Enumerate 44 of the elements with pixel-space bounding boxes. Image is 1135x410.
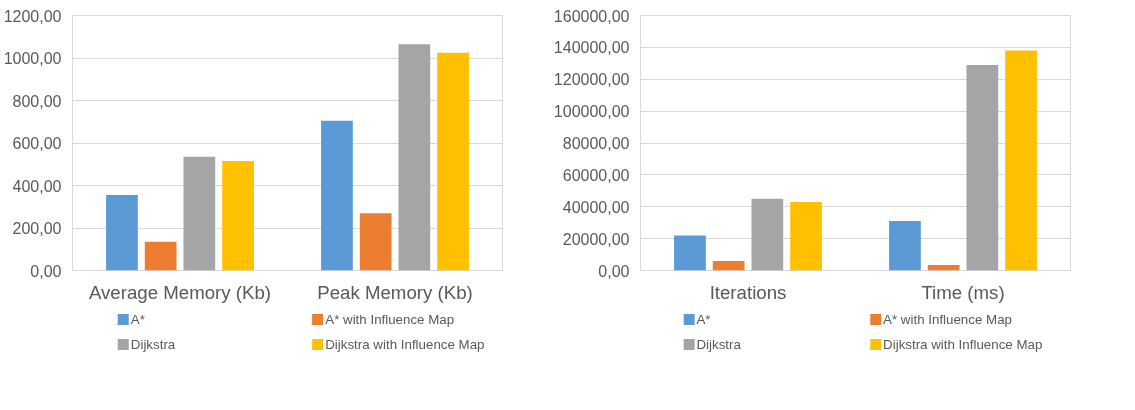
y-tick-label: 140000,00 xyxy=(553,39,630,57)
legend-label: A* xyxy=(696,312,711,327)
y-tick-label: 0,00 xyxy=(598,262,630,280)
x-tick-label: Average Memory (Kb) xyxy=(88,281,272,303)
x-tick-label: Time (ms) xyxy=(921,281,1005,303)
y-tick-label: 600,00 xyxy=(12,135,62,152)
bar xyxy=(144,241,177,271)
y-tick-label: 120000,00 xyxy=(553,71,630,89)
bar xyxy=(359,213,392,271)
bar xyxy=(437,52,469,271)
legend-label: Dijkstra with Influence Map xyxy=(883,337,1043,352)
bar xyxy=(889,221,921,271)
legend-label: A* with Influence Map xyxy=(325,312,455,327)
y-tick-label: 60000,00 xyxy=(562,166,630,184)
y-tick-label: 1200,00 xyxy=(3,7,62,25)
x-tick-label: Peak Memory (Kb) xyxy=(317,281,473,303)
legend-label: Dijkstra with Influence Map xyxy=(325,337,485,352)
y-tick-label: 100000,00 xyxy=(553,103,630,121)
y-tick-label: 800,00 xyxy=(12,92,62,110)
bar xyxy=(183,156,216,271)
legend-label: Dijkstra xyxy=(696,337,742,352)
y-tick-label: 160000,00 xyxy=(553,7,630,25)
bar xyxy=(712,260,745,271)
bar xyxy=(927,264,960,271)
y-tick-label: 80000,00 xyxy=(562,135,630,152)
y-tick-label: 40000,00 xyxy=(562,198,630,216)
legend-label: A* xyxy=(130,312,145,327)
y-tick-label: 400,00 xyxy=(12,177,62,195)
bar xyxy=(222,161,254,271)
legend-label: A* with Influence Map xyxy=(883,312,1013,327)
bar xyxy=(966,64,999,271)
y-tick-label: 200,00 xyxy=(12,220,62,237)
bar xyxy=(398,44,431,271)
x-tick-label: Iterations xyxy=(709,281,787,303)
y-tick-label: 1000,00 xyxy=(3,50,62,67)
y-tick-label: 20000,00 xyxy=(562,230,630,248)
bar xyxy=(321,120,353,271)
bar xyxy=(751,198,784,271)
bar xyxy=(790,201,822,271)
legend-label: Dijkstra xyxy=(130,337,176,352)
y-tick-label: 0,00 xyxy=(30,262,62,280)
bar xyxy=(1005,50,1037,271)
bar xyxy=(106,195,138,271)
bar xyxy=(674,235,706,271)
